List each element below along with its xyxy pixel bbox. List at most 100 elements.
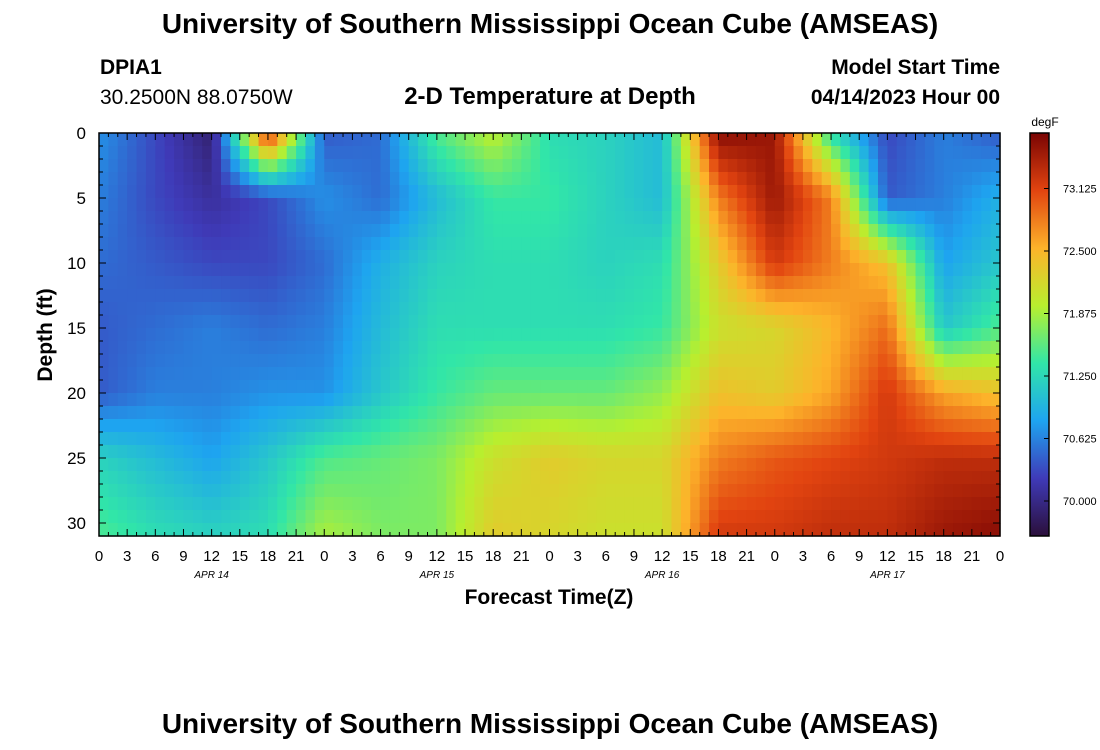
heatmap-cell [136,302,147,316]
heatmap-cell [249,172,260,186]
heatmap-cell [577,237,588,251]
heatmap-cell [718,523,729,537]
heatmap-cell [662,315,673,329]
heatmap-cell [718,250,729,264]
heatmap-cell [793,211,804,225]
heatmap-cell [718,341,729,355]
heatmap-cell [239,211,250,225]
heatmap-cell [765,172,776,186]
heatmap-cell [117,419,128,433]
heatmap-cell [192,445,203,459]
heatmap-cell [633,497,644,511]
heatmap-cell [812,497,823,511]
heatmap-cell [192,211,203,225]
heatmap-cell [540,224,551,238]
heatmap-cell [821,523,832,537]
heatmap-cell [361,224,372,238]
heatmap-cell [831,315,842,329]
heatmap-cell [408,263,419,277]
x-tick-label: 0 [996,548,1004,565]
heatmap-cell [352,419,363,433]
heatmap-cell [361,380,372,394]
heatmap-cell [380,354,391,368]
heatmap-cell [502,250,513,264]
heatmap-cell [812,133,823,147]
heatmap-cell [521,315,532,329]
heatmap-cell [718,471,729,485]
heatmap-cell [418,367,429,381]
heatmap-cell [877,224,888,238]
heatmap-cell [849,380,860,394]
heatmap-cell [427,328,438,342]
heatmap-cell [643,393,654,407]
heatmap-cell [755,432,766,446]
heatmap-cell [596,419,607,433]
heatmap-cell [267,211,278,225]
heatmap-cell [877,211,888,225]
heatmap-cell [296,341,307,355]
heatmap-cell [849,354,860,368]
heatmap-cell [624,341,635,355]
heatmap-cell [249,211,260,225]
heatmap-cell [877,523,888,537]
heatmap-cell [483,393,494,407]
heatmap-cell [408,445,419,459]
heatmap-cell [511,224,522,238]
heatmap-cell [361,289,372,303]
heatmap-cell [774,289,785,303]
heatmap-cell [812,354,823,368]
heatmap-cell [267,302,278,316]
heatmap-cell [953,276,964,290]
heatmap-cell [249,302,260,316]
heatmap-cell [802,159,813,173]
heatmap-cell [202,458,213,472]
heatmap-cell [399,510,410,524]
heatmap-cell [877,133,888,147]
heatmap-cell [324,250,335,264]
heatmap-cell [577,250,588,264]
heatmap-cell [258,328,269,342]
heatmap-cell [746,523,757,537]
heatmap-cell [493,133,504,147]
heatmap-cell [840,159,851,173]
heatmap-cell [784,523,795,537]
heatmap-cell [286,159,297,173]
heatmap-cell [577,289,588,303]
heatmap-cell [530,471,541,485]
heatmap-cell [164,315,175,329]
heatmap-cell [662,328,673,342]
heatmap-cell [352,211,363,225]
heatmap-cell [671,302,682,316]
heatmap-cell [314,484,325,498]
heatmap-cell [859,133,870,147]
heatmap-cell [643,523,654,537]
heatmap-cell [727,380,738,394]
heatmap-cell [296,510,307,524]
heatmap-cell [239,146,250,160]
heatmap-cell [465,276,476,290]
heatmap-cell [174,276,185,290]
heatmap-cell [662,146,673,160]
heatmap-cell [371,185,382,199]
heatmap-cell [99,263,109,277]
heatmap-cell [530,510,541,524]
heatmap-cell [849,445,860,459]
heatmap-cell [389,172,400,186]
heatmap-cell [277,185,288,199]
heatmap-cell [558,302,569,316]
heatmap-cell [868,458,879,472]
heatmap-cell [849,159,860,173]
heatmap-cell [389,419,400,433]
heatmap-cell [746,133,757,147]
heatmap-cell [605,445,616,459]
heatmap-cell [765,133,776,147]
heatmap-cell [699,458,710,472]
heatmap-cell [314,276,325,290]
colorbar-tick-label: 70.000 [1063,496,1097,508]
heatmap-cell [277,497,288,511]
heatmap-cell [896,224,907,238]
heatmap-cell [915,185,926,199]
heatmap-cell [446,263,457,277]
x-tick-label: 3 [799,548,807,565]
heatmap-cell [727,432,738,446]
